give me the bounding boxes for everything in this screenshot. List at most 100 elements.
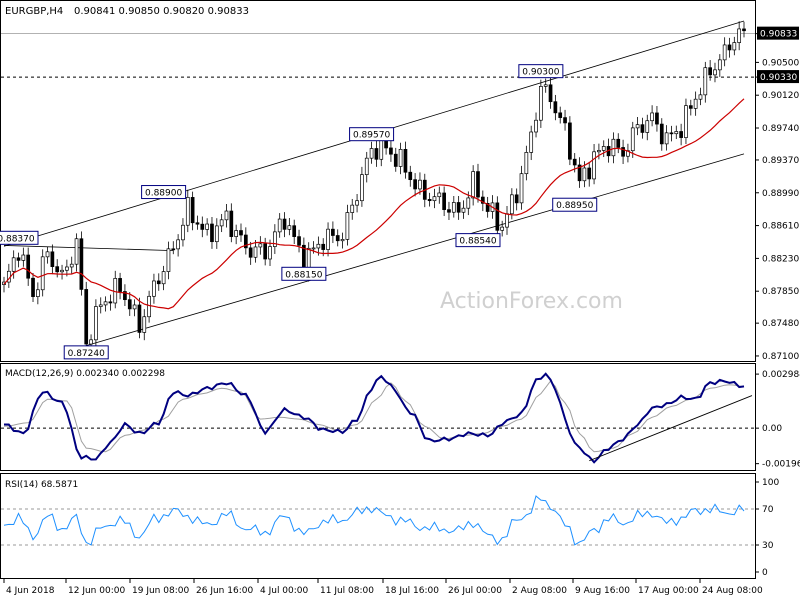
candle-body [282, 218, 287, 230]
candle-body [393, 153, 398, 167]
candle-body [650, 112, 654, 122]
candle-body [495, 202, 500, 231]
candle-body [737, 28, 742, 43]
candle-body [277, 218, 282, 233]
candle-body [374, 148, 379, 160]
price-tick-label: 0.90120 [762, 91, 799, 101]
candle-body [94, 306, 98, 341]
rsi-panel: RSI(14) 68.5871 100 70 30 0 [1, 478, 779, 578]
candle-body [74, 238, 79, 265]
price-annotation-box [0, 230, 39, 245]
candle-body [427, 199, 432, 202]
candle-body [326, 228, 330, 250]
price-annotation-label: 0.88540 [459, 237, 496, 247]
candle-body [611, 138, 616, 157]
moving-average-line [3, 98, 745, 310]
candle-body [345, 212, 350, 240]
candle-body [50, 251, 55, 267]
candle-body [742, 28, 746, 32]
time-tick-label: 26 Jun 16:00 [196, 586, 253, 596]
price-annotation-label: 0.88900 [145, 189, 182, 199]
candle-body [234, 230, 239, 237]
candle-body [26, 254, 31, 279]
rsi-title: RSI(14) 68.5871 [5, 480, 78, 490]
candle-body [11, 257, 16, 272]
candle-body [679, 131, 683, 138]
candle-body [224, 210, 229, 221]
candle-body [698, 94, 703, 100]
candle-body [45, 251, 50, 258]
candle-body [127, 299, 132, 310]
macd-line [4, 372, 745, 464]
price-annotation-box [281, 266, 327, 281]
candle-body [471, 171, 476, 199]
candle-body [137, 304, 142, 333]
candle-body [369, 148, 374, 159]
price-annotation-box [518, 64, 564, 79]
candle-body [543, 84, 548, 87]
candle-body [79, 238, 84, 290]
candle-body [108, 301, 113, 304]
candle-body [185, 197, 190, 226]
level-label: 0.90330 [760, 73, 797, 83]
candle-body [103, 301, 108, 306]
price-tick-label: 0.89370 [762, 156, 799, 166]
candle-body [669, 132, 674, 135]
candle-body [582, 167, 587, 182]
time-tick-label: 11 Jul 08:00 [320, 586, 374, 596]
price-annotation-label: 0.88950 [556, 201, 593, 211]
candle-body [413, 179, 417, 190]
candle-body [171, 248, 176, 251]
candle-body [616, 138, 621, 148]
candle-body [674, 131, 679, 135]
candle-body [243, 234, 248, 249]
macd-signal-line [3, 380, 745, 453]
price-tick-label: 0.87480 [762, 319, 799, 329]
time-tick-label: 18 Jul 16:00 [385, 586, 439, 596]
candle-body [640, 124, 645, 133]
candle-body [732, 42, 737, 51]
rsi-tick-label: 70 [762, 505, 774, 515]
candle-body [713, 69, 717, 76]
time-tick-label: 4 Jun 2018 [6, 586, 55, 596]
macd-panel: MACD(12,26,9) 0.002340 0.002298 0.002984 0… [1, 369, 800, 470]
price-tick-label: 0.87850 [762, 287, 799, 297]
candle-body [89, 339, 93, 345]
candle-body [355, 200, 359, 206]
candle-body [229, 210, 234, 237]
candle-body [398, 149, 403, 167]
candle-body [350, 204, 355, 213]
candle-body [534, 119, 538, 133]
price-annotation-box [349, 127, 395, 142]
price-tick-label: 0.88610 [762, 222, 799, 232]
candle-body [248, 247, 253, 258]
candle-body [688, 105, 693, 109]
candle-body [55, 266, 60, 273]
candle-body [219, 219, 224, 227]
candle-body [684, 105, 688, 138]
candle-body [40, 256, 45, 291]
candle-body [447, 209, 451, 213]
candle-body [480, 196, 485, 204]
candle-body [253, 246, 258, 258]
candle-body [210, 223, 214, 243]
candle-body [161, 271, 166, 285]
candle-body [655, 112, 659, 125]
candle-body [659, 123, 664, 145]
candle-body [548, 84, 553, 103]
candle-body [239, 230, 243, 236]
candle-body [645, 120, 650, 133]
candle-body [84, 289, 89, 345]
price-annotation-label: 0.90300 [522, 68, 559, 78]
price-annotation-box [455, 233, 501, 248]
candle-body [214, 225, 219, 243]
rsi-line [3, 495, 745, 546]
candle-body [722, 44, 727, 61]
candle-body [311, 247, 316, 250]
macd-title: MACD(12,26,9) 0.002340 0.002298 [5, 369, 165, 379]
price-panel-border [0, 0, 756, 362]
candle-body [132, 304, 137, 310]
